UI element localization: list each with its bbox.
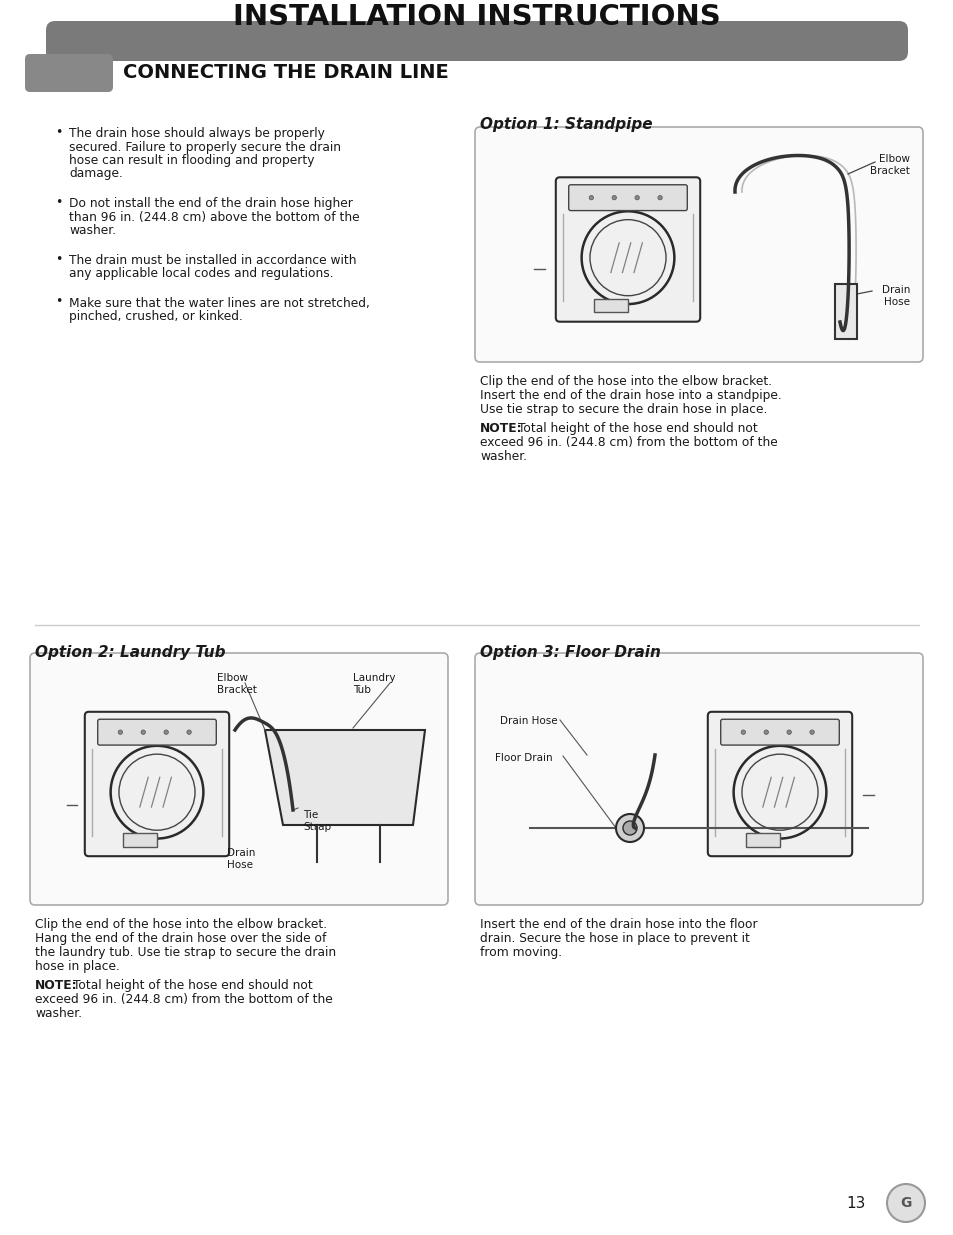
Text: G: G <box>900 1195 911 1210</box>
Text: Insert the end of the drain hose into the floor: Insert the end of the drain hose into th… <box>479 918 757 931</box>
Text: Hang the end of the drain hose over the side of: Hang the end of the drain hose over the … <box>35 932 326 945</box>
Text: Option 3: Floor Drain: Option 3: Floor Drain <box>479 645 660 659</box>
Bar <box>834 284 856 338</box>
Text: The drain hose should always be properly: The drain hose should always be properly <box>69 127 325 140</box>
FancyBboxPatch shape <box>707 711 851 856</box>
Polygon shape <box>265 730 424 825</box>
Text: Use tie strap to secure the drain hose in place.: Use tie strap to secure the drain hose i… <box>479 403 766 416</box>
Text: •: • <box>55 126 62 140</box>
Circle shape <box>589 195 593 200</box>
Text: Tub: Tub <box>353 685 371 695</box>
FancyBboxPatch shape <box>46 21 907 61</box>
Text: Floor Drain: Floor Drain <box>495 753 552 763</box>
Text: Drain: Drain <box>227 848 255 858</box>
Text: Option 2: Laundry Tub: Option 2: Laundry Tub <box>35 645 225 659</box>
Circle shape <box>658 195 661 200</box>
Text: The drain must be installed in accordance with: The drain must be installed in accordanc… <box>69 253 356 267</box>
Text: CONNECTING THE DRAIN LINE: CONNECTING THE DRAIN LINE <box>123 63 448 83</box>
Circle shape <box>886 1184 924 1221</box>
Text: Clip the end of the hose into the elbow bracket.: Clip the end of the hose into the elbow … <box>35 918 327 931</box>
Text: Insert the end of the drain hose into a standpipe.: Insert the end of the drain hose into a … <box>479 389 781 403</box>
Circle shape <box>141 730 145 735</box>
Text: 13: 13 <box>845 1195 865 1210</box>
Circle shape <box>164 730 168 735</box>
Bar <box>745 834 780 847</box>
Text: from moving.: from moving. <box>479 946 561 960</box>
Circle shape <box>763 730 768 735</box>
FancyBboxPatch shape <box>556 178 700 321</box>
FancyBboxPatch shape <box>720 719 839 745</box>
Text: exceed 96 in. (244.8 cm) from the bottom of the: exceed 96 in. (244.8 cm) from the bottom… <box>35 993 333 1007</box>
Text: any applicable local codes and regulations.: any applicable local codes and regulatio… <box>69 267 334 280</box>
Bar <box>594 299 627 312</box>
Text: hose can result in flooding and property: hose can result in flooding and property <box>69 154 314 167</box>
Circle shape <box>118 730 122 735</box>
Circle shape <box>612 195 616 200</box>
Text: Bracket: Bracket <box>216 685 256 695</box>
Text: Strap: Strap <box>303 823 331 832</box>
Circle shape <box>786 730 791 735</box>
FancyBboxPatch shape <box>85 711 229 856</box>
FancyBboxPatch shape <box>475 127 923 362</box>
Text: exceed 96 in. (244.8 cm) from the bottom of the: exceed 96 in. (244.8 cm) from the bottom… <box>479 436 777 450</box>
Text: •: • <box>55 295 62 309</box>
FancyBboxPatch shape <box>475 653 923 905</box>
Text: Do not install the end of the drain hose higher: Do not install the end of the drain hose… <box>69 198 353 210</box>
Circle shape <box>635 195 639 200</box>
Text: the laundry tub. Use tie strap to secure the drain: the laundry tub. Use tie strap to secure… <box>35 946 335 960</box>
Text: secured. Failure to properly secure the drain: secured. Failure to properly secure the … <box>69 141 340 153</box>
Text: Bracket: Bracket <box>869 165 909 177</box>
FancyBboxPatch shape <box>568 185 686 211</box>
Text: Laundry: Laundry <box>353 673 395 683</box>
Text: washer.: washer. <box>69 224 116 237</box>
Text: Option 1: Standpipe: Option 1: Standpipe <box>479 117 652 132</box>
Bar <box>123 834 157 847</box>
Text: washer.: washer. <box>479 450 527 463</box>
Text: INSTALLATION INSTRUCTIONS: INSTALLATION INSTRUCTIONS <box>233 2 720 31</box>
Text: damage.: damage. <box>69 168 123 180</box>
Text: drain. Secure the hose in place to prevent it: drain. Secure the hose in place to preve… <box>479 932 749 945</box>
Circle shape <box>616 814 643 842</box>
Text: washer.: washer. <box>35 1007 82 1020</box>
FancyBboxPatch shape <box>30 653 448 905</box>
Text: Elbow: Elbow <box>878 154 909 164</box>
Text: NOTE:: NOTE: <box>479 422 522 435</box>
Text: Tie: Tie <box>303 810 318 820</box>
FancyBboxPatch shape <box>25 54 112 91</box>
Text: •: • <box>55 252 62 266</box>
Text: •: • <box>55 196 62 209</box>
Circle shape <box>809 730 814 735</box>
FancyBboxPatch shape <box>97 719 216 745</box>
Text: pinched, crushed, or kinked.: pinched, crushed, or kinked. <box>69 310 243 324</box>
Text: than 96 in. (244.8 cm) above the bottom of the: than 96 in. (244.8 cm) above the bottom … <box>69 210 359 224</box>
Text: Hose: Hose <box>227 860 253 869</box>
Circle shape <box>622 821 637 835</box>
Text: Total height of the hose end should not: Total height of the hose end should not <box>517 422 757 435</box>
Text: Clip the end of the hose into the elbow bracket.: Clip the end of the hose into the elbow … <box>479 375 771 388</box>
Text: Drain Hose: Drain Hose <box>499 716 558 726</box>
Text: NOTE:: NOTE: <box>35 979 77 992</box>
Text: Drain: Drain <box>881 285 909 295</box>
Circle shape <box>187 730 192 735</box>
Text: Hose: Hose <box>883 296 909 308</box>
Text: Make sure that the water lines are not stretched,: Make sure that the water lines are not s… <box>69 296 370 310</box>
Text: Elbow: Elbow <box>216 673 248 683</box>
Text: hose in place.: hose in place. <box>35 960 120 973</box>
Text: Total height of the hose end should not: Total height of the hose end should not <box>73 979 313 992</box>
Circle shape <box>740 730 744 735</box>
